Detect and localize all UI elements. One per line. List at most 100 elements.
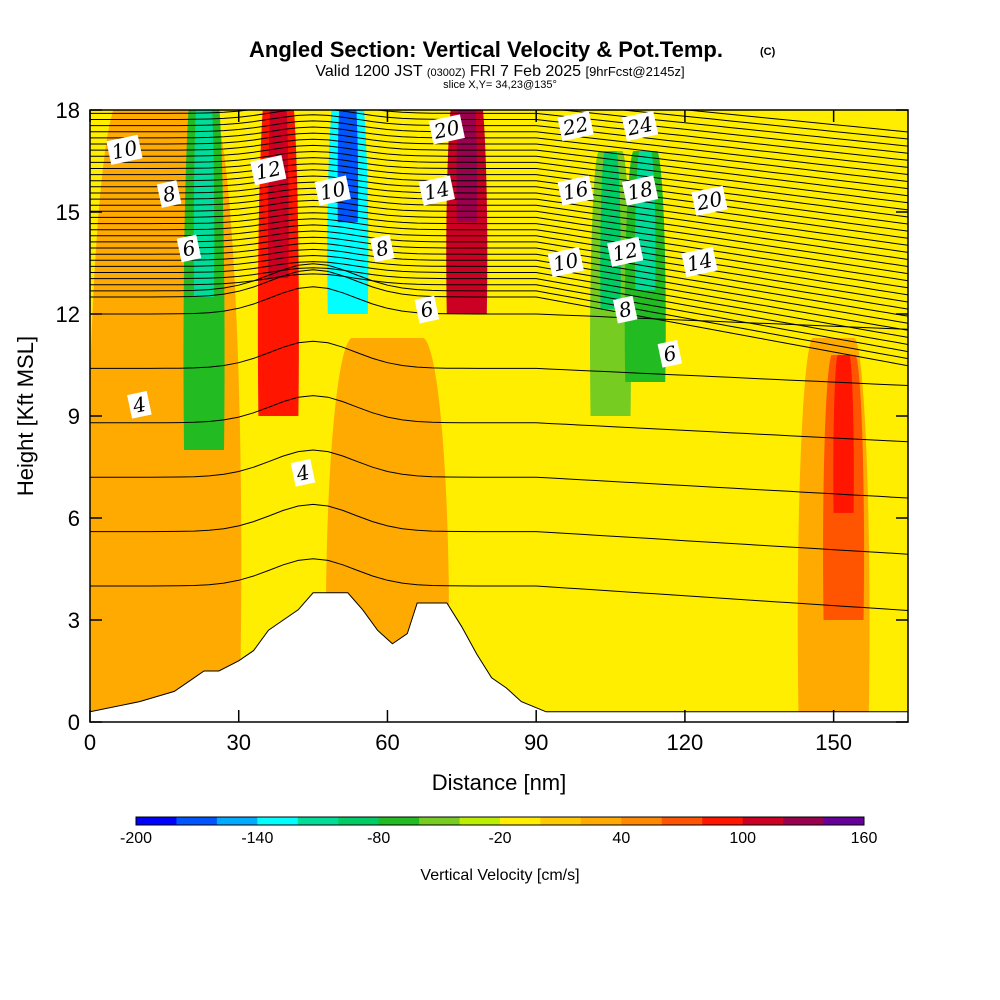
contour-label-box — [547, 246, 584, 278]
contour-label-text: 8 — [374, 235, 391, 261]
theta-contour-line — [90, 126, 908, 182]
contour-label-text: 24 — [624, 112, 655, 141]
theta-contour-line — [90, 110, 908, 161]
theta-contour-line — [90, 163, 908, 225]
x-tick-label: 30 — [226, 730, 250, 755]
theta-contour-line — [557, 110, 908, 147]
contour-label-text: 6 — [180, 235, 198, 261]
colorbar-swatch — [580, 817, 622, 825]
velocity-feature-core — [634, 151, 656, 291]
x-tick-label: 60 — [375, 730, 399, 755]
contour-label-text: 4 — [293, 460, 311, 486]
theta-contour-line — [90, 449, 908, 499]
velocity-feature-core — [268, 110, 289, 279]
theta-contour-line — [617, 110, 908, 140]
velocity-feature-core — [337, 110, 359, 223]
velocity-fields — [90, 110, 870, 722]
theta-contour-line — [90, 269, 908, 367]
contour-label: 10 — [106, 134, 143, 165]
contour-label-box — [314, 175, 351, 206]
contour-label-text: 12 — [253, 156, 283, 185]
chart-title: Angled Section: Vertical Velocity & Pot.… — [249, 37, 723, 62]
colorbar-label: Vertical Velocity [cm/s] — [420, 867, 579, 884]
contour-label: 4 — [127, 391, 152, 419]
colorbar-swatch — [136, 817, 177, 825]
colorbar — [135, 816, 865, 826]
contour-label-text: 10 — [110, 135, 140, 164]
contour-label-box — [414, 295, 440, 324]
contour-label-text: 22 — [560, 112, 591, 141]
theta-contour-line — [90, 286, 908, 330]
contour-label-box — [681, 246, 718, 278]
colorbar-tick-label: 40 — [612, 830, 630, 847]
colorbar-swatch — [176, 817, 218, 825]
theta-contour-line — [681, 110, 908, 133]
theta-contour-line — [90, 175, 908, 239]
colorbar-swatch — [702, 817, 744, 825]
contour-label: 24 — [621, 110, 659, 142]
theta-contour-line — [90, 110, 908, 154]
colorbar-swatch — [500, 817, 541, 825]
theta-contour-line — [90, 267, 908, 345]
velocity-feature-core — [833, 355, 854, 513]
copyright-mark: (C) — [760, 46, 776, 58]
contour-label: 20 — [428, 114, 465, 145]
y-tick-label: 6 — [68, 506, 80, 531]
x-tick-label: 0 — [84, 730, 96, 755]
contour-label: 6 — [176, 234, 202, 263]
x-axis-label: Distance [nm] — [432, 770, 567, 795]
theta-contour-line — [90, 224, 908, 296]
colorbar-swatch — [621, 817, 663, 825]
colorbar-swatch — [378, 817, 420, 825]
contour-label-text: 14 — [685, 248, 715, 277]
contour-label-text: 10 — [318, 176, 348, 205]
contour-label-text: 18 — [625, 176, 655, 205]
colorbar-swatch — [661, 817, 703, 825]
contour-label-text: 6 — [661, 341, 679, 367]
theta-contour-line — [90, 206, 908, 275]
y-tick-label: 3 — [68, 608, 80, 633]
colorbar-swatch — [742, 817, 784, 825]
contour-label-box — [607, 236, 644, 267]
valid-time-subtitle: Valid 1200 JST (0300Z) FRI 7 Feb 2025 [9… — [315, 63, 684, 80]
contour-label-text: 8 — [616, 297, 633, 323]
theta-contour-line — [90, 193, 908, 260]
y-tick-label: 18 — [56, 98, 80, 123]
theta-contour-line — [90, 199, 908, 267]
contour-label: 16 — [557, 175, 594, 206]
colorbar-tick-label: 160 — [851, 830, 878, 847]
contour-label: 14 — [418, 175, 455, 206]
slice-label: slice X,Y= 34,23@135° — [443, 79, 557, 91]
contour-label-box — [156, 180, 182, 208]
contour-label-box — [691, 185, 728, 216]
contour-labels: 10 8 6 4 12 10 8 6 4 20 14 22 24 16 18 20 10 12 14 8 6 — [106, 110, 728, 487]
contour-label: 8 — [612, 295, 638, 324]
y-axis-ticks: 0 3 6 9 12 15 18 — [56, 98, 908, 735]
contour-label-box — [370, 234, 395, 263]
contour-label-text: 4 — [130, 392, 148, 418]
contour-label: 22 — [557, 110, 594, 142]
velocity-feature-core — [456, 110, 478, 223]
contour-label: 6 — [657, 340, 683, 368]
theta-contour-line — [90, 273, 908, 353]
y-axis-label: Height [Kft MSL] — [13, 336, 38, 496]
terrain-profile — [90, 592, 908, 722]
theta-contour-line — [90, 503, 908, 555]
theta-contour-line — [90, 114, 908, 168]
theta-contour-line — [90, 261, 908, 338]
colorbar-swatch — [540, 817, 582, 825]
theta-contour-line — [90, 236, 908, 310]
colorbar-tick-label: 100 — [729, 830, 756, 847]
contour-label-box — [290, 459, 316, 487]
contour-label-box — [250, 155, 287, 186]
theta-contour-line — [90, 263, 908, 360]
contour-label-text: 14 — [422, 176, 452, 205]
colorbar-tick-label: -80 — [367, 830, 390, 847]
colorbar-swatch — [823, 817, 865, 825]
colorbar-swatch — [257, 817, 299, 825]
theta-contour-line — [90, 242, 908, 317]
contour-label: 14 — [681, 246, 718, 278]
theta-contour-line — [90, 138, 908, 197]
theta-contour-line — [90, 120, 908, 175]
